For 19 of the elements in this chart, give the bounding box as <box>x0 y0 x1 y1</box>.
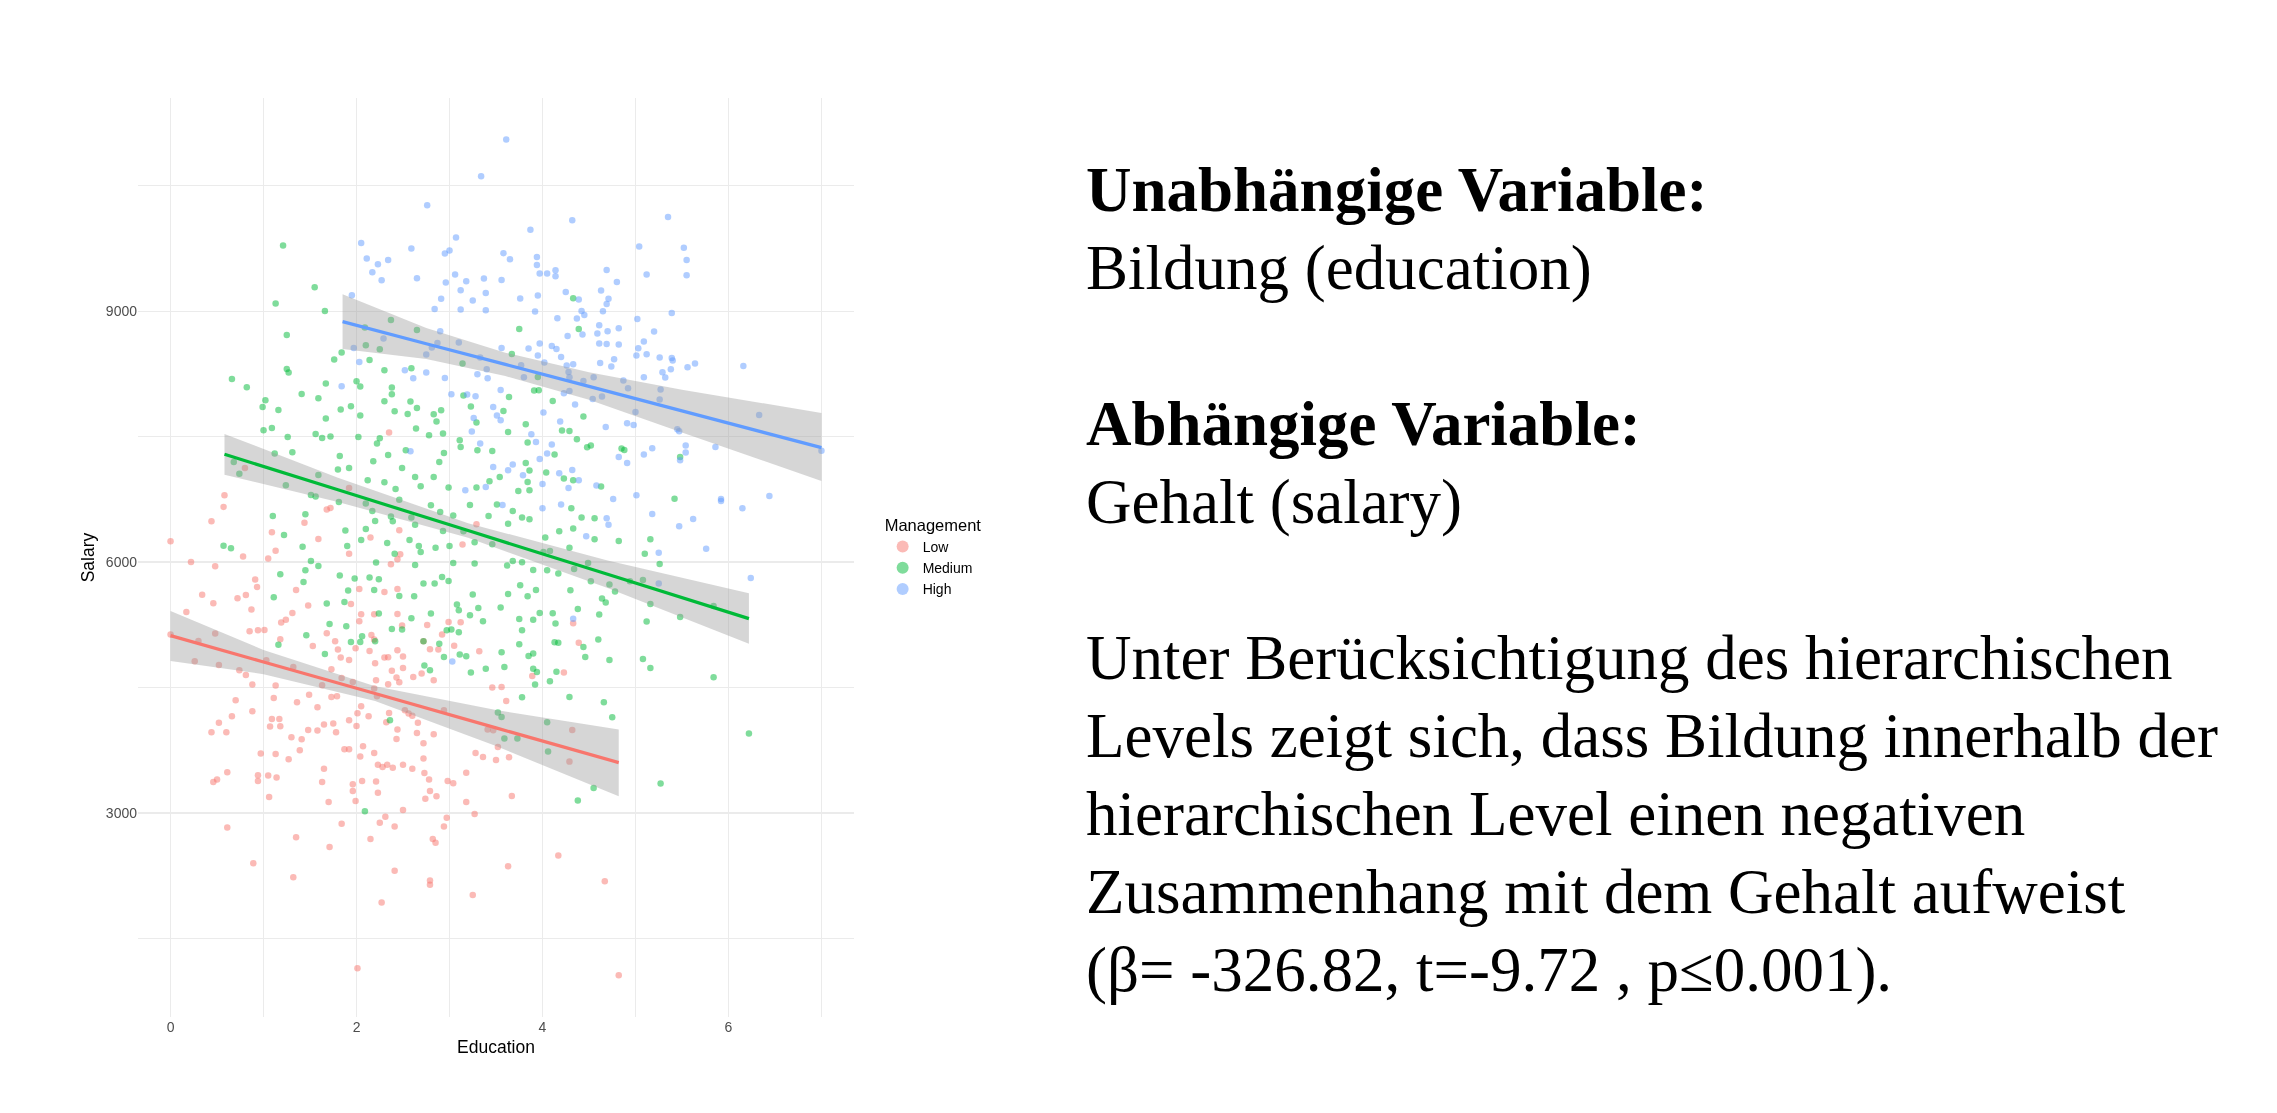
x-tick-label: 0 <box>166 1019 175 1035</box>
x-axis-title: Education <box>457 1036 535 1057</box>
text: Unter Berücksichtigung des hierarchischen Levels zeigt sich, dass Bildung innerhalb der hierarchischen Level einen negativen Zusammenhang mit dem Gehalt aufweist (β= -326.82, t=-9.72 , p≤0.001). <box>1086 622 2219 1007</box>
legend-label: Medium <box>922 560 973 577</box>
legend-title: Management <box>884 515 982 534</box>
text: Unabhängige Variable: <box>1086 154 1709 227</box>
legend-label: Low <box>922 539 950 556</box>
y-tick-label: 6000 <box>105 554 138 570</box>
x-tick-label: 6 <box>724 1019 733 1035</box>
y-axis-title: Salary <box>78 532 99 583</box>
text: Bildung (education) <box>1086 232 1593 305</box>
text: Gehalt (salary) <box>1086 466 1464 539</box>
y-tick-label: 3000 <box>105 804 138 821</box>
text: Abhängige Variable: <box>1086 388 1642 461</box>
x-tick-label: 2 <box>352 1019 361 1035</box>
legend-label: High <box>922 581 952 598</box>
line-series <box>222 452 751 621</box>
y-tick-label: 9000 <box>105 303 138 320</box>
x-tick-label: 4 <box>538 1019 547 1035</box>
